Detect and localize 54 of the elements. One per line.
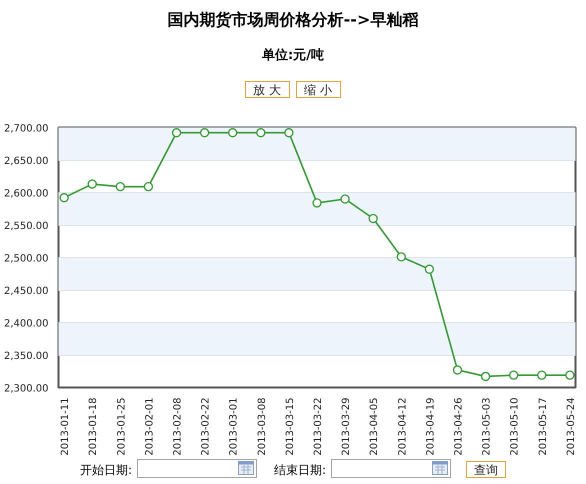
point [256, 128, 266, 138]
y-tick-label: 2,700.00 [4, 124, 48, 134]
text: 结束日期: [274, 462, 326, 479]
x-tick-label: 2013-05-17 [538, 397, 549, 456]
y-tick-label: 2,450.00 [4, 286, 48, 297]
point [144, 182, 154, 192]
point [116, 182, 125, 192]
text: 放大 [245, 81, 290, 98]
x-tick-label: 2013-03-01 [228, 397, 240, 456]
y-tick-label: 2,550.00 [4, 221, 48, 232]
x-tick-label: 2013-04-26 [453, 397, 464, 456]
point [340, 194, 350, 204]
y-tick-label: 2,650.00 [4, 156, 48, 167]
point [172, 128, 182, 138]
point [88, 179, 97, 189]
x-tick-label: 2013-04-05 [369, 397, 380, 456]
y-tick-label: 2,500.00 [4, 254, 48, 264]
point [59, 193, 69, 202]
x-tick-label: 2013-01-25 [116, 397, 128, 456]
x-tick-label: 2013-04-19 [425, 397, 436, 456]
x-tick-label: 2013-04-12 [397, 397, 408, 456]
x-tick-label: 2013-02-01 [144, 397, 156, 456]
x-tick-label: 2013-01-11 [60, 397, 72, 456]
x-tick-label: 2013-02-08 [172, 397, 184, 456]
y-tick-label: 2,600.00 [4, 188, 48, 200]
text: 缩小 [296, 81, 341, 98]
point [480, 372, 490, 382]
point [537, 370, 546, 380]
point [452, 365, 462, 375]
text: 查询 [466, 461, 506, 478]
point [424, 264, 434, 274]
x-tick-label: 2013-03-29 [341, 397, 352, 456]
text: 开始日期: [80, 462, 132, 479]
x-tick-label: 2013-05-03 [482, 397, 493, 456]
point [396, 252, 406, 262]
x-tick-label: 2013-03-15 [284, 397, 296, 456]
point [368, 214, 378, 224]
point [228, 128, 238, 138]
y-tick-label: 2,400.00 [4, 318, 48, 330]
x-tick-label: 2013-02-22 [200, 397, 212, 456]
y-tick-label: 2,350.00 [4, 351, 48, 362]
point [200, 128, 210, 138]
point [284, 128, 294, 138]
x-tick-label: 2013-03-08 [256, 397, 268, 456]
x-tick-label: 2013-01-18 [88, 397, 100, 456]
point [312, 198, 322, 208]
x-tick-label: 2013-05-24 [566, 397, 577, 456]
point [509, 370, 518, 380]
chart-subtitle: 单位:元/吨 [261, 47, 325, 65]
x-tick-label: 2013-03-22 [313, 397, 324, 456]
y-tick-label: 2,300.00 [4, 384, 48, 394]
chart-title: 国内期货市场周价格分析-->早籼稻 [166, 9, 420, 31]
x-tick-label: 2013-05-10 [510, 397, 521, 456]
point [565, 370, 575, 380]
